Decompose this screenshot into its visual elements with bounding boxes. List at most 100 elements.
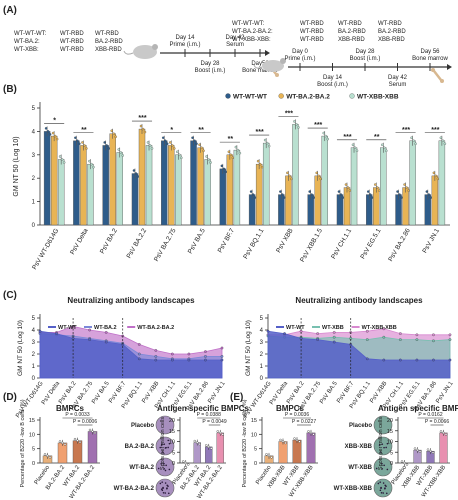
bar [87,431,98,464]
data-point [38,329,42,333]
elispot-spot [160,463,162,465]
timeline-event: Boost (i.m.) [317,82,348,88]
scheme-left: WT-WT-WT: WT-BA.2: WT-XBB: WT-RBD WT-RBD… [14,31,279,77]
scheme-right-c1-3: WT-RBD [300,37,324,43]
timeline-day: Day 14 [323,75,343,81]
y-tick-label: 10 [169,440,175,446]
data-point [219,431,222,435]
y-tick-label: 1 [260,364,264,370]
data-point [200,146,203,150]
timeline-day: Day 42 [388,75,408,81]
y-axis-label: GM NT 50 (Log 10) [13,136,20,196]
data-point [55,137,59,141]
data-point [374,183,377,186]
y-axis-label: Spots per million cells [160,417,166,470]
data-point [148,144,152,147]
data-point [154,355,158,358]
chart-title: Antigen specific BMPCs [378,404,458,413]
bar-wt-ba.2-ba.2 [402,187,409,226]
data-point [427,193,431,196]
data-point [193,439,196,443]
data-point [414,142,417,146]
elispot-spot [379,489,382,492]
data-point [207,158,210,161]
data-point [351,143,355,147]
scheme-left-group-2: WT-BA.2: [14,39,40,45]
data-point [383,146,386,150]
data-point [399,358,402,362]
data-point [178,153,181,157]
elispot-spot [381,462,383,465]
data-point [146,141,150,144]
pvalue-label: P = 0.0227 [292,419,316,425]
x-tick-label: PsV JN.1 [207,380,227,404]
scheme-left-c2-3: XBB-RBD [95,47,122,53]
data-point [308,190,311,193]
elispot-spot [162,491,165,494]
data-point [418,450,422,453]
chart-title: BMPCs [276,404,305,413]
data-point [229,153,233,157]
bar-wt-xbb-xbb [145,145,153,226]
data-point [429,449,432,453]
data-point [238,151,242,155]
legend-swatch [278,93,284,99]
y-tick-label: 5 [32,106,36,112]
data-point [205,155,208,158]
elispot-spot [381,468,383,470]
data-point [293,120,296,123]
elispot-spot [164,447,167,449]
x-tick-label: PsV Delta [69,227,90,256]
data-point [81,141,84,144]
data-point [60,158,64,161]
x-tick-label: PsV EG.5.1 [359,227,382,260]
data-point [46,454,49,458]
x-tick-label: PsV BA.5 [187,227,207,255]
bar-wt-ba.2-ba.2 [255,163,263,226]
data-point [55,332,58,335]
bar-wt-xbb-xbb [350,147,358,226]
y-tick-label: 2 [260,352,264,358]
data-point [180,156,183,160]
well-label: BA.2-BA.2 [125,444,155,450]
data-point [163,139,167,143]
elispot-spot [377,482,380,485]
bar-wt-ba.2-ba.2 [80,145,87,226]
data-point [265,141,269,145]
significance-mark: *** [431,127,439,134]
significance-mark: *** [138,115,146,122]
scheme-right-c2-3: XBB-RBD [338,37,365,43]
bar [439,432,448,464]
elispot-spot [163,443,166,445]
legend-label: WT-BA.2-BA.2 [286,94,330,101]
data-point [220,355,224,358]
elispot-spot [164,482,167,484]
pvalue-label: P = 0.0049 [202,419,226,425]
data-point [150,147,154,150]
elispot-spot [384,487,386,490]
data-point [365,357,369,361]
well-label: XBB-XBB [345,444,373,450]
bar-wt-ba.2-ba.2 [285,175,292,226]
y-tick-label: 0 [172,461,175,467]
panel-label-e: (E) [230,392,243,403]
timeline-event: Boost (i.m.) [195,68,226,74]
elispot-spot [163,462,165,465]
data-point [326,137,329,141]
data-point [415,333,419,337]
panel-label-d: (D) [3,392,17,403]
data-point [266,329,270,333]
data-point [137,357,141,361]
well-label: WT-BA.2 [129,465,154,471]
y-tick-label: 0 [254,461,257,467]
bar [72,440,83,464]
scheme-right-c1-1: WT-RBD [300,21,324,27]
data-point [251,193,255,196]
bar-wt-ba.2-ba.2 [138,128,146,226]
data-point [365,329,369,333]
timeline-day: Day 28 [355,49,375,55]
elispot-spot [160,488,163,491]
x-tick-label: PsV CH.1.1 [330,227,353,260]
scheme-right-c3-2: BA.2-RBD [378,29,406,35]
data-point [63,443,67,446]
